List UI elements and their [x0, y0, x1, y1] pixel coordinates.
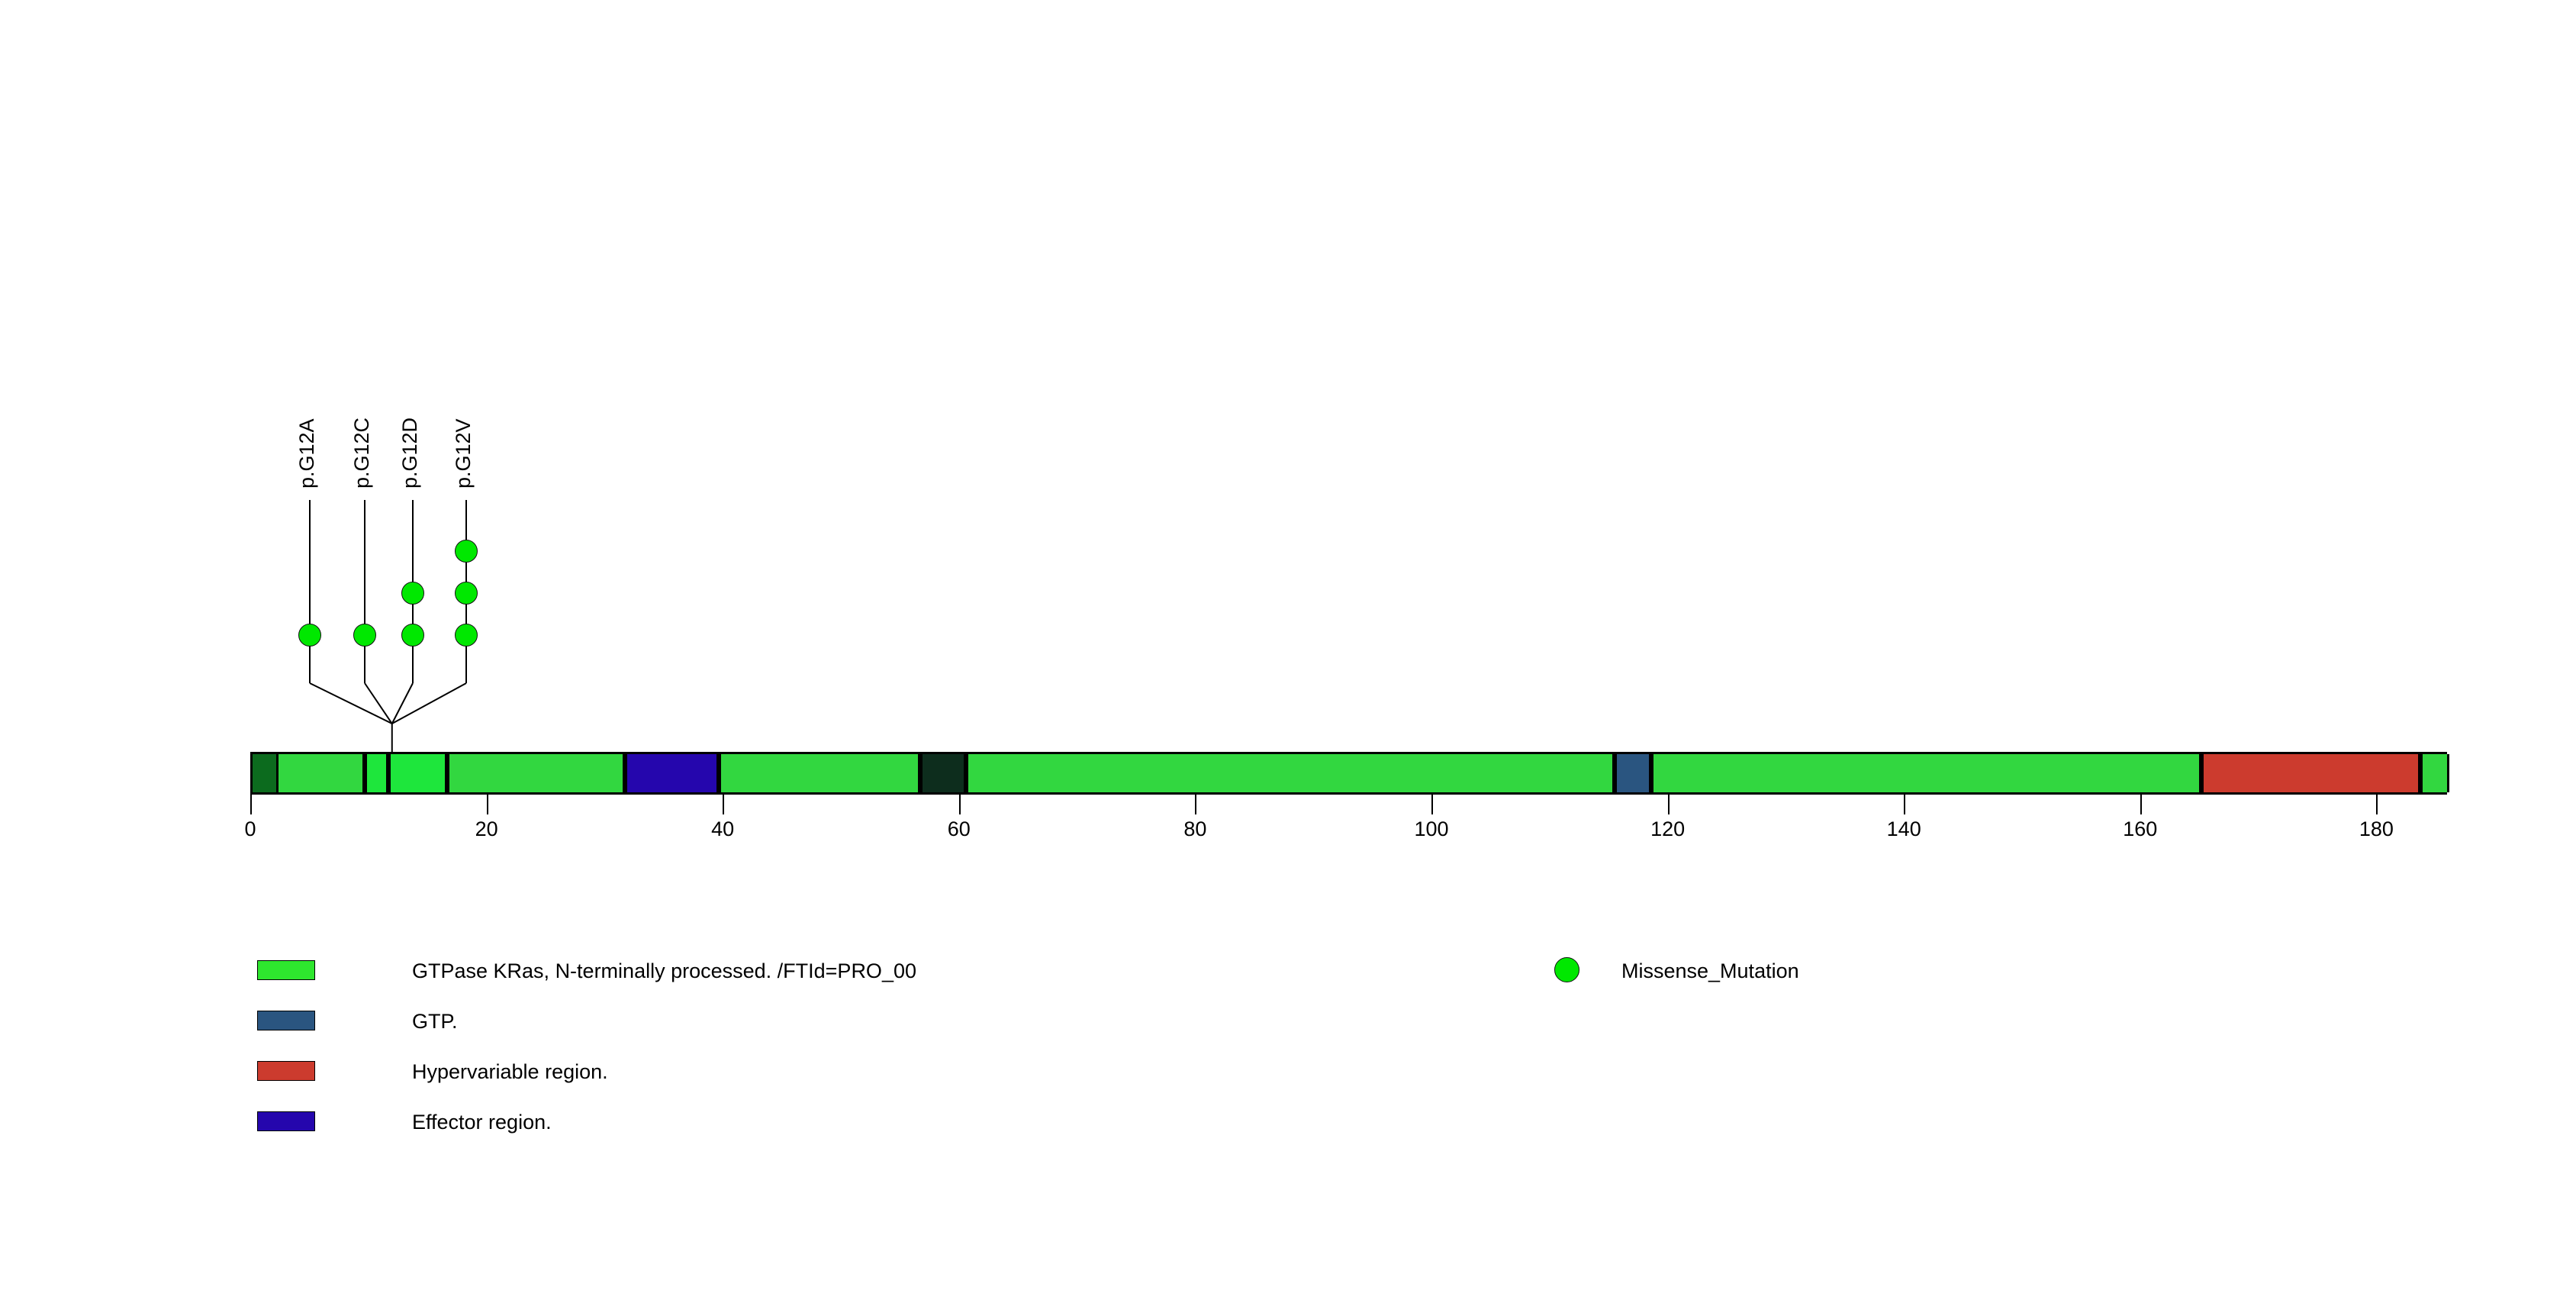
axis-tick-20 [486, 795, 488, 814]
mutation-dot-p.G12A[interactable] [298, 624, 321, 647]
axis-tick-40 [723, 795, 725, 814]
axis-tick-label-0: 0 [244, 818, 256, 840]
domain-segment-gtpase-kras-a[interactable] [275, 754, 365, 792]
legend-swatch-gtpase-kras[interactable] [257, 960, 315, 980]
mutation-label-p.G12A: p.G12A [295, 418, 318, 489]
mutation-dot-p.G12V[interactable] [455, 624, 478, 647]
domain-segment-hypervariable-region[interactable] [2201, 754, 2420, 792]
mutation-dot-p.G12V[interactable] [455, 540, 478, 563]
domain-segment-gtpase-kras-c[interactable] [388, 754, 448, 792]
mutation-dot-p.G12C[interactable] [353, 624, 376, 647]
mutation-dot-p.G12V[interactable] [455, 582, 478, 605]
legend-label-hypervariable-region: Hypervariable region. [412, 1060, 608, 1083]
legend-label-gtpase-kras: GTPase KRas, N-terminally processed. /FT… [412, 959, 916, 982]
domain-segment-effector-region[interactable] [624, 754, 720, 792]
protein-domain-track [250, 752, 2450, 795]
domain-segment-gtp-binding[interactable] [1614, 754, 1651, 792]
axis-tick-0 [250, 795, 252, 814]
axis-tick-80 [1195, 795, 1197, 814]
legend-label-missense-mutation: Missense_Mutation [1621, 959, 1799, 982]
legend-swatch-hypervariable-region[interactable] [257, 1061, 315, 1081]
axis-tick-label-20: 20 [475, 818, 498, 840]
axis-tick-label-160: 160 [2123, 818, 2158, 840]
domain-segment-gtpase-kras-g[interactable] [1650, 754, 2202, 792]
axis-tick-label-100: 100 [1414, 818, 1449, 840]
legend-swatch-gtp[interactable] [257, 1011, 315, 1030]
lollipop-stem-p.G12A [309, 500, 311, 683]
axis-tick-label-140: 140 [1886, 818, 1921, 840]
domain-segment-gtpase-kras-f[interactable] [965, 754, 1615, 792]
legend-label-effector-region: Effector region. [412, 1111, 552, 1134]
axis-tick-140 [1904, 795, 1906, 814]
axis-tick-label-120: 120 [1650, 818, 1686, 840]
domain-segment-gtpase-kras-d[interactable] [447, 754, 625, 792]
legend-swatch-effector-region[interactable] [257, 1111, 315, 1131]
domain-segment-gtpase-kras-e[interactable] [719, 754, 920, 792]
axis-tick-120 [1667, 795, 1670, 814]
mutation-label-p.G12D: p.G12D [398, 417, 421, 489]
axis-tick-label-60: 60 [947, 818, 971, 840]
legend-dot-missense-mutation[interactable] [1554, 957, 1579, 982]
mutation-label-p.G12V: p.G12V [452, 418, 475, 489]
axis-tick-label-80: 80 [1183, 818, 1207, 840]
axis-tick-100 [1431, 795, 1433, 814]
axis-tick-60 [958, 795, 961, 814]
mutation-dot-p.G12D[interactable] [401, 582, 424, 605]
axis-tick-label-40: 40 [711, 818, 735, 840]
mutation-label-p.G12C: p.G12C [350, 417, 373, 489]
lollipop-stem-p.G12C [364, 500, 365, 683]
axis-tick-label-180: 180 [2359, 818, 2394, 840]
domain-segment-n-terminal-cap[interactable] [253, 754, 276, 792]
domain-segment-gtp-binding-dark[interactable] [919, 754, 966, 792]
domain-segment-gtpase-kras-b[interactable] [365, 754, 388, 792]
legend-label-gtp: GTP. [412, 1010, 458, 1033]
axis-tick-160 [2140, 795, 2142, 814]
axis-tick-180 [2376, 795, 2378, 814]
domain-segment-gtpase-kras-h[interactable] [2420, 754, 2450, 792]
mutation-dot-p.G12D[interactable] [401, 624, 424, 647]
